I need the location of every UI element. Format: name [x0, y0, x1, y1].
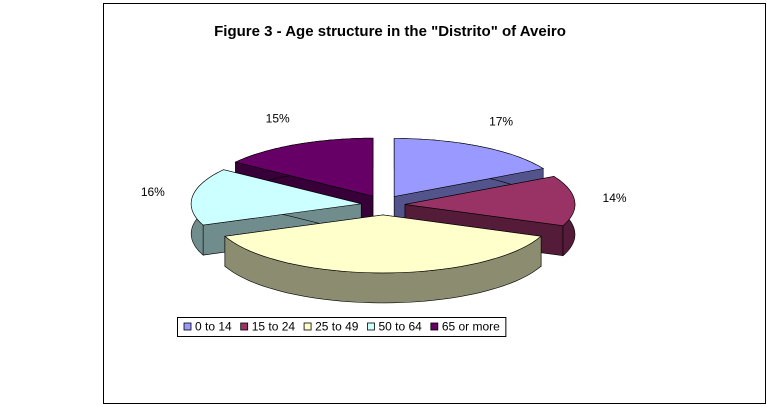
legend-label: 25 to 49 — [315, 320, 359, 334]
data-label: 17% — [489, 115, 513, 129]
slice-top — [404, 176, 576, 227]
legend-label: 50 to 64 — [378, 320, 422, 334]
legend-label: 65 or more — [442, 320, 500, 334]
slice-top — [190, 169, 362, 226]
legend-box — [177, 317, 507, 337]
legend-label: 15 to 24 — [252, 320, 296, 334]
slice-top — [234, 137, 374, 197]
legend-swatch — [303, 322, 312, 331]
data-label: 15% — [266, 112, 290, 126]
chart-title: Figure 3 - Age structure in the "Distrit… — [214, 23, 566, 40]
legend-swatch — [240, 322, 249, 331]
legend-swatch — [367, 322, 375, 331]
legend-swatch — [430, 322, 439, 331]
data-label: 16% — [141, 185, 165, 199]
slice-top — [393, 138, 545, 197]
legend-label: 0 to 14 — [195, 320, 232, 334]
slice-top — [224, 214, 542, 274]
data-label: 14% — [603, 191, 627, 205]
legend: 0 to 14 15 to 24 25 to 49 50 to 64 65 or mor… — [177, 317, 507, 337]
legend-swatch — [183, 322, 192, 331]
slice — [224, 214, 542, 304]
